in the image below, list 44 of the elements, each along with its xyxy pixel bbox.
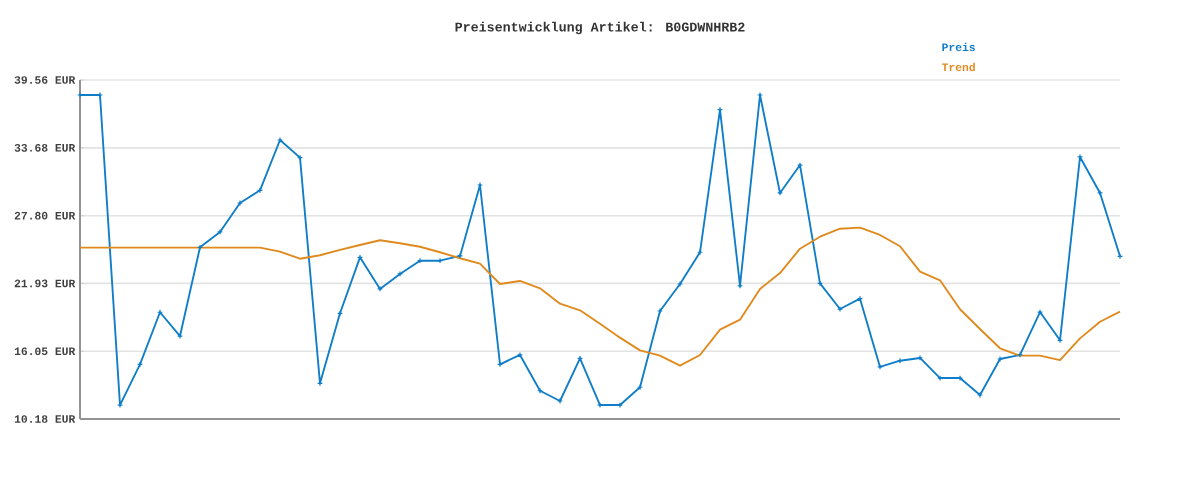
point [697,249,704,256]
point [997,356,1004,362]
point [377,285,383,292]
point [677,281,684,287]
point [1037,309,1044,316]
point [357,254,364,261]
point [337,310,343,317]
point [257,187,263,194]
point [157,309,163,316]
point [817,280,824,287]
point [897,357,904,364]
point [657,308,664,314]
point [137,361,143,368]
point [537,387,544,394]
y-tick-label: 27.80 EUR [14,211,76,220]
y-tick-label: 21.93 EUR [14,279,76,288]
text: Trend [941,62,975,72]
point [837,306,844,313]
point [497,361,504,368]
point [417,257,424,264]
chart-title: Preisentwicklung Artikel: B0GDWNHRB2 [455,21,745,35]
point [437,257,443,264]
text: Preis [942,42,975,52]
point [917,354,924,361]
y-tick-label: 33.68 EUR [14,143,76,152]
point [517,351,523,358]
point [977,392,984,398]
point [557,398,564,404]
point [277,137,283,143]
y-tick-label: 10.18 EUR [14,415,76,423]
point [457,252,463,259]
y-tick-label: 39.56 EUR [14,76,76,84]
point [217,228,223,235]
point [197,244,203,251]
point [1017,351,1024,358]
point [177,333,183,340]
point [237,200,243,206]
y-tick-label: 16.05 EUR [14,347,76,356]
point [637,384,643,391]
point [877,363,884,370]
point [397,270,403,277]
point [297,154,303,161]
point [1097,189,1104,196]
point [777,189,784,196]
